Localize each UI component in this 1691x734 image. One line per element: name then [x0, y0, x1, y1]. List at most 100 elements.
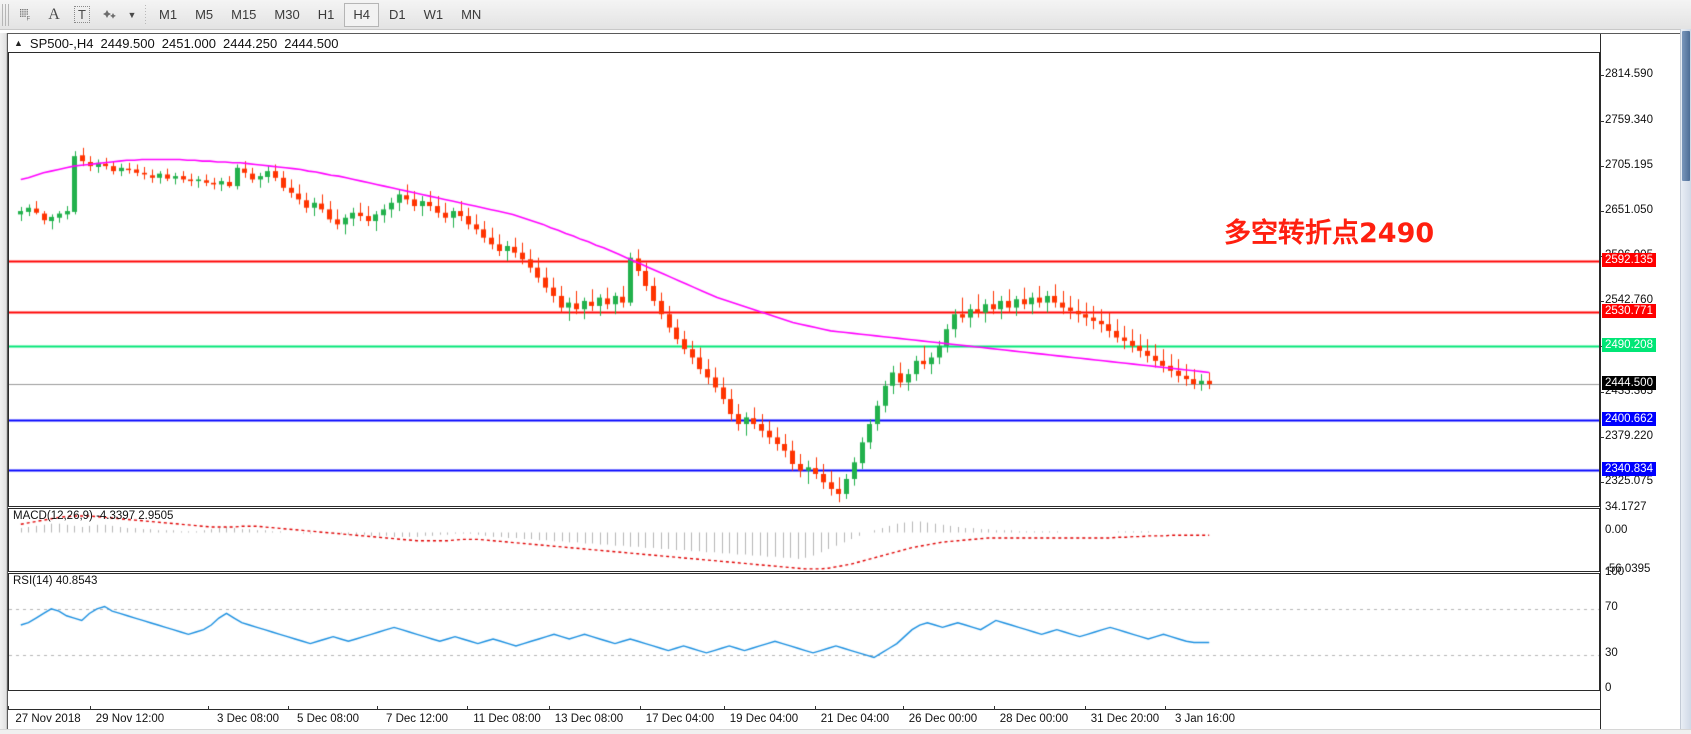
timeframe-h1[interactable]: H1 — [317, 7, 335, 22]
time-tick-label: 26 Dec 00:00 — [908, 713, 978, 725]
price-level-tag-support[interactable]: 2400.662 — [1602, 412, 1656, 427]
price-level-tag-resistance[interactable]: 2592.135 — [1602, 252, 1656, 267]
time-tick-label: 13 Dec 08:00 — [554, 713, 624, 725]
time-tick-mark — [815, 706, 816, 710]
macd-pane[interactable]: MACD(12,26,9) -4.3397 2.9505 — [8, 508, 1600, 572]
time-tick-mark — [903, 706, 904, 710]
scrollbar-thumb[interactable] — [1682, 31, 1690, 181]
objects-icon[interactable] — [97, 3, 123, 27]
price-level-tag-resistance[interactable]: 2530.771 — [1602, 303, 1656, 318]
price-tick-mark — [1600, 165, 1604, 167]
price-tick-mark — [1600, 437, 1604, 438]
price-tick-label: 2379.220 — [1605, 430, 1653, 442]
chart-symbol-label: SP500-,H4 — [29, 35, 94, 51]
collapse-triangle-icon[interactable]: ▲ — [14, 38, 23, 48]
time-tick-mark — [288, 706, 289, 710]
time-tick-label: 3 Jan 16:00 — [1174, 713, 1236, 725]
grid-icon[interactable]: F — [13, 3, 39, 27]
window-left-grip[interactable] — [0, 33, 7, 731]
time-tick-mark — [1085, 706, 1086, 710]
indicator-tick-label: 34.1727 — [1605, 501, 1647, 513]
objects-icon-svg — [103, 9, 116, 19]
time-tick-mark — [377, 706, 378, 710]
timeframe-mn[interactable]: MN — [461, 7, 482, 22]
price-tick-mark — [1600, 74, 1604, 76]
time-tick-label: 21 Dec 04:00 — [820, 713, 890, 725]
svg-text:F: F — [27, 16, 31, 22]
timeframe-m1[interactable]: M1 — [159, 7, 178, 22]
time-tick-label: 29 Nov 12:00 — [95, 713, 165, 725]
toolbar-drag-handle[interactable] — [2, 3, 9, 26]
macd-chart-canvas[interactable] — [9, 509, 1599, 571]
ohlc-high: 2451.000 — [161, 35, 216, 51]
price-level-tag-last-price[interactable]: 2444.500 — [1602, 375, 1656, 390]
ohlc-open: 2449.500 — [100, 35, 155, 51]
price-tick-label: 2705.195 — [1605, 158, 1653, 171]
ohlc-close: 2444.500 — [284, 35, 339, 51]
toolbar-separator — [145, 4, 146, 25]
time-tick-label: 7 Dec 12:00 — [385, 713, 449, 725]
rsi-label: RSI(14) 40.8543 — [13, 575, 98, 587]
time-tick-label: 5 Dec 08:00 — [296, 713, 360, 725]
price-tick-label: 2814.590 — [1605, 67, 1653, 80]
chart-window: ▲ SP500-,H4 2449.500 2451.000 2444.250 2… — [7, 33, 1681, 731]
time-tick-mark — [549, 706, 550, 710]
time-tick-label: 28 Dec 00:00 — [999, 713, 1069, 725]
time-tick-label: 19 Dec 04:00 — [729, 713, 799, 725]
timeframe-group: M1 M5 M15 M30 H1 H4 D1 W1 MN — [151, 2, 489, 27]
time-tick-mark — [724, 706, 725, 710]
chart-quote-line: ▲ SP500-,H4 2449.500 2451.000 2444.250 2… — [8, 34, 1680, 52]
time-tick-label: 31 Dec 20:00 — [1090, 713, 1160, 725]
price-tick-label: 2542.760 — [1605, 293, 1653, 306]
time-tick-mark — [640, 706, 641, 710]
time-scale[interactable]: 27 Nov 2018 29 Nov 12:00 3 Dec 08:00 5 Dec … — [8, 706, 1600, 730]
chevron-down-icon[interactable]: ▼ — [127, 9, 137, 20]
time-tick-mark — [208, 706, 209, 710]
indicator-tick-label: 70 — [1605, 600, 1618, 613]
rsi-chart-canvas[interactable] — [9, 574, 1599, 690]
price-tick-mark — [1600, 210, 1604, 212]
timeframe-h4[interactable]: H4 — [344, 2, 379, 27]
indicator-tick-label: 100 — [1605, 566, 1625, 578]
price-tick-mark — [1600, 300, 1604, 302]
grid-icon-svg: F — [20, 8, 31, 22]
time-tick-mark — [467, 706, 468, 710]
price-tick-label: 2759.340 — [1605, 113, 1653, 126]
timeframe-m30[interactable]: M30 — [274, 7, 300, 22]
rsi-pane[interactable]: RSI(14) 40.8543 — [8, 573, 1600, 691]
timeframe-m5[interactable]: M5 — [195, 7, 214, 22]
time-tick-mark — [8, 706, 9, 710]
indicator-tick-label: 30 — [1605, 647, 1618, 660]
indicator-tick-label: 0 — [1605, 682, 1612, 694]
chart-annotation-text[interactable]: 多空转折点2490 — [1224, 218, 1435, 249]
text-box-T-icon[interactable]: T — [69, 3, 95, 27]
time-tick-label: 11 Dec 08:00 — [473, 713, 541, 725]
time-tick-label: 27 Nov 2018 — [15, 713, 81, 725]
indicator-tick-label: -56.0395 — [1605, 563, 1651, 575]
text-label-A-icon[interactable]: A — [48, 5, 60, 23]
vertical-scrollbar[interactable] — [1680, 29, 1691, 734]
price-level-tag-support[interactable]: 2340.834 — [1602, 461, 1656, 476]
time-tick-mark — [90, 706, 91, 710]
time-tick-label: 17 Dec 04:00 — [645, 713, 715, 725]
ohlc-low: 2444.250 — [222, 35, 278, 51]
price-tick-mark — [1600, 482, 1604, 484]
main-toolbar: F A T ▼ M1 M5 M15 M30 H1 H4 D1 W1 MN — [0, 0, 1691, 30]
indicator-tick-label: 0.00 — [1605, 524, 1628, 537]
price-tick-label: 2651.050 — [1605, 203, 1653, 216]
timeframe-w1[interactable]: W1 — [423, 7, 444, 22]
time-tick-mark — [1165, 706, 1166, 710]
time-tick-label: 3 Dec 08:00 — [216, 713, 280, 725]
price-tick-mark — [1600, 120, 1604, 122]
timeframe-d1[interactable]: D1 — [388, 7, 406, 22]
price-tick-label: 2325.075 — [1605, 475, 1653, 488]
time-tick-mark — [994, 706, 995, 710]
timeframe-m15[interactable]: M15 — [231, 7, 257, 22]
price-scale[interactable]: 2814.5902759.3402705.1952651.0502596.905… — [1600, 34, 1680, 730]
price-level-tag-pivot[interactable]: 2490.208 — [1602, 337, 1656, 352]
price-tick-mark — [1600, 391, 1604, 393]
macd-label: MACD(12,26,9) -4.3397 2.9505 — [13, 510, 174, 522]
price-pane[interactable]: 多空转折点2490 — [8, 52, 1600, 507]
window-bottom-edge — [0, 729, 1691, 734]
price-chart-canvas[interactable] — [9, 53, 1599, 506]
